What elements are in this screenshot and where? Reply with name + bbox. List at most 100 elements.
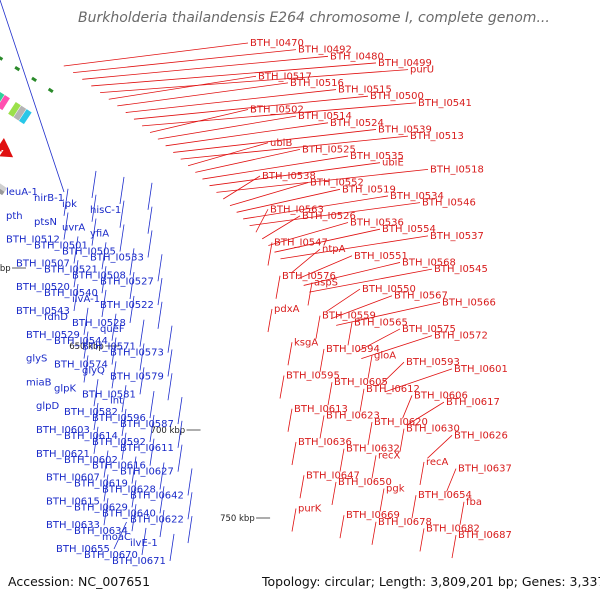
gene-label-right: BTH_I0568: [402, 257, 456, 268]
gene-label-right: recA: [426, 457, 449, 468]
gene-label-left: BTH_I0543: [16, 306, 70, 317]
gene-label-left: BTH_I0574: [54, 360, 108, 371]
leader-line-left: [119, 200, 125, 228]
leader-line-left: [157, 254, 163, 282]
gene-label-left: ipk: [62, 199, 77, 210]
leader-line-right: [359, 388, 365, 412]
gene-label-left: BTH_I0602: [64, 455, 118, 466]
leader-line-right: [262, 215, 301, 240]
gene-label-left: glpD: [36, 401, 59, 412]
gene-label-left: BTH_I0603: [36, 425, 90, 436]
leader-line-right: [165, 122, 329, 147]
leader-line-right: [446, 468, 457, 492]
leader-line-right: [367, 421, 373, 446]
leader-line-left: [157, 301, 163, 329]
leader-line-right: [279, 375, 285, 399]
gene-label-right: BTH_I0552: [310, 178, 364, 189]
leader-line-left: [121, 432, 127, 460]
leader-line-left: [149, 438, 155, 466]
leader-line-right: [268, 222, 349, 246]
leader-line-right: [287, 408, 293, 432]
leader-line-left: [101, 266, 107, 294]
leader-line-left: [187, 492, 193, 520]
tick-mark: [14, 66, 21, 72]
leader-line-right: [73, 49, 297, 74]
leader-line-left: [167, 325, 173, 353]
gene-label-right: BTH_I0541: [418, 98, 472, 109]
gene-label-left: ptsN: [34, 217, 57, 228]
gene-label-right: BTH_I0566: [442, 297, 496, 308]
gene-label-left: BTH_I0533: [90, 252, 144, 263]
leader-line-right: [402, 395, 413, 419]
leader-line-left: [103, 450, 109, 478]
leader-line-left: [149, 391, 155, 419]
gene-label-right: ubiB: [270, 138, 292, 149]
gene-label-left: BTH_I0540: [44, 288, 98, 299]
leader-line-right: [427, 435, 453, 459]
gene-label-right: BTH_I0534: [390, 191, 444, 202]
gene-label-right: BTH_I0517: [258, 71, 312, 82]
leader-line-left: [149, 414, 155, 442]
gene-label-left: BTH_I0505: [62, 247, 116, 258]
gene-label-left: miaB: [26, 377, 52, 388]
leader-line-right: [274, 228, 381, 253]
leader-line-left: [129, 248, 135, 276]
leader-line-right: [459, 501, 465, 525]
leader-line-right: [287, 342, 293, 366]
leader-line-left: [187, 468, 193, 496]
gene-label-right: BTH_I0669: [346, 510, 400, 521]
gene-label-right: BTH_I0572: [434, 331, 488, 342]
leader-line-right: [367, 355, 373, 379]
cog-block: [18, 109, 32, 125]
leader-line-right: [229, 182, 309, 207]
gene-label-right: BTH_I0515: [338, 85, 392, 96]
gene-label-left: queF: [100, 324, 125, 335]
leader-line-left: [187, 515, 193, 544]
gene-label-left: BTH_I0512: [6, 235, 60, 246]
leader-line-left: [83, 331, 89, 359]
leader-line-left: [147, 206, 153, 234]
leader-line-left: [83, 307, 89, 335]
leader-line-left: [119, 224, 125, 252]
leader-line-left: [169, 533, 175, 561]
leader-line-right: [371, 521, 377, 545]
gene-label-left: BTH_I0592: [92, 437, 146, 448]
leader-line-right: [100, 69, 409, 93]
gene-label-left: ilvA-1: [72, 294, 100, 305]
gene-label-right: BTH_I0613: [294, 404, 348, 415]
gene-label-right: BTH_I0630: [406, 424, 460, 435]
leader-line-right: [209, 162, 381, 187]
leader-line-left: [121, 408, 127, 437]
leader-line-right: [202, 155, 349, 180]
leader-line-right: [275, 275, 281, 299]
leader-line-right: [327, 382, 333, 406]
tick-mark: [0, 55, 4, 61]
leader-line-right: [142, 102, 417, 127]
leader-line-right: [339, 515, 345, 539]
kbp-label: 700 kbp: [151, 426, 186, 436]
gene-label-right: BTH_I0654: [418, 490, 472, 501]
leader-line-left: [157, 277, 163, 306]
footer: Accession: NC_007651 Topology: circular;…: [0, 572, 600, 592]
gene-label-right: BTH_I0623: [326, 410, 380, 421]
leader-line-left: [103, 474, 109, 502]
gene-label-left: BTH_I0527: [100, 276, 154, 287]
leader-line-right: [347, 322, 353, 346]
gene-label-right: gloA: [374, 351, 396, 362]
tick-mark: [47, 87, 54, 93]
gene-label-right: BTH_I0537: [430, 231, 484, 242]
leader-line-right: [267, 242, 273, 266]
gene-label-right: aspS: [314, 277, 338, 288]
gene-label-right: BTH_I0519: [342, 184, 396, 195]
leader-line-left: [111, 361, 117, 389]
gene-label-left: BTH_I0622: [130, 514, 184, 525]
gene-label-right: BTH_I0502: [250, 105, 304, 116]
leader-line-left: [73, 260, 79, 288]
gene-label-left: BTH_I0607: [46, 473, 100, 484]
gene-label-left: BTH_I0642: [130, 490, 184, 501]
gene-label-right: purK: [298, 504, 322, 515]
leader-line-left: [177, 420, 183, 448]
gene-label-left: BTH_I0501: [34, 241, 88, 252]
gene-label-right: BTH_I0536: [350, 218, 404, 229]
